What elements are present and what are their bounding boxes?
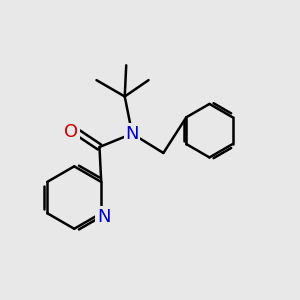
Text: N: N	[97, 208, 110, 226]
Text: O: O	[64, 123, 78, 141]
Text: N: N	[125, 125, 139, 143]
